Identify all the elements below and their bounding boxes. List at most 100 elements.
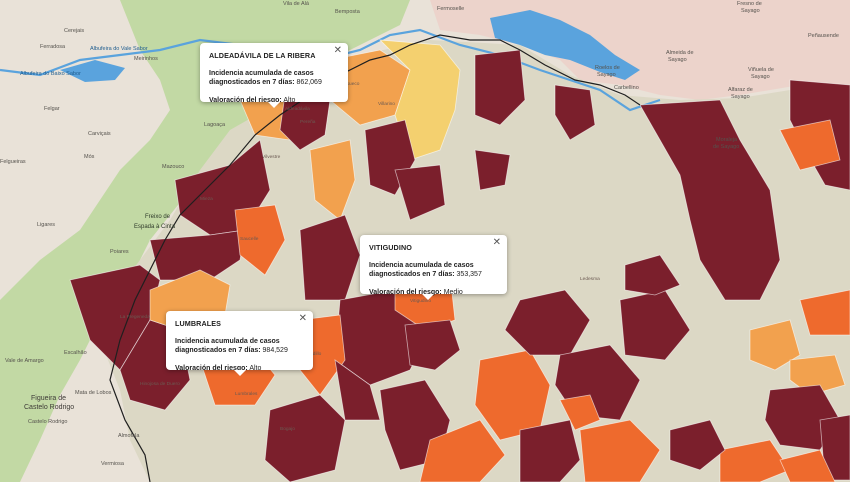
place-label: Sayago — [597, 72, 616, 78]
risk-value: Alto — [249, 364, 262, 372]
muni-southeast-8[interactable] — [519, 419, 581, 482]
muni-peralejos[interactable] — [394, 164, 446, 221]
place-label: Sayago — [731, 94, 750, 100]
muni-east-9[interactable] — [779, 449, 836, 482]
muni-corporario[interactable] — [309, 139, 356, 221]
douro-river — [0, 28, 661, 112]
place-label: Poiares — [110, 249, 129, 255]
place-label: de Sayago — [713, 144, 739, 150]
incidence-value: 353,357 — [456, 271, 482, 279]
place-label: Ferradosa — [40, 44, 66, 50]
popup-risk: Valoración del riesgo: Alto — [209, 96, 338, 105]
muni-label: Vitigudino — [410, 298, 431, 304]
place-label: Escalhão — [64, 350, 87, 356]
place-label: Figueira de — [31, 395, 66, 402]
incidence-value: 984,529 — [262, 347, 288, 355]
place-label: Castelo Rodrigo — [28, 419, 67, 425]
popup-incidence: Incidencia acumulada de casos diagnostic… — [175, 337, 303, 356]
muni-label: Masueco — [340, 81, 360, 87]
risk-label: Valoración del riesgo: — [175, 364, 248, 372]
muni-label: Pereña — [300, 119, 316, 125]
muni-label: Ledesma — [580, 276, 600, 282]
place-label: Alfaraz de — [728, 87, 753, 93]
reservoir-west — [60, 60, 125, 82]
incidence-value: 862,069 — [296, 79, 322, 87]
place-label: Mazouco — [162, 164, 184, 170]
popup-title: VITIGUDINO — [369, 243, 412, 252]
muni-label: Hinojosa de Duero — [140, 381, 180, 387]
place-label: Mós — [84, 154, 95, 160]
place-label: Fresno de — [737, 1, 762, 7]
incidence-label: Incidencia acumulada de casos diagnostic… — [209, 69, 314, 87]
muni-south-2[interactable] — [334, 359, 381, 421]
risk-label: Valoración del riesgo: — [369, 288, 442, 296]
place-label: Moraleja — [716, 137, 738, 143]
muni-southeast-5[interactable] — [624, 254, 681, 296]
popup-risk: Valoración del riesgo: Medio — [369, 288, 497, 297]
muni-east-2[interactable] — [779, 119, 841, 171]
popup-vitigudino: ✕ VITIGUDINO Incidencia acumulada de cas… — [360, 235, 507, 300]
muni-bermellar[interactable] — [234, 204, 286, 276]
place-label: Lagoaça — [204, 122, 226, 128]
incidence-label: Incidencia acumulada de casos diagnostic… — [369, 261, 474, 279]
popup-aldeadavila: ✕ ALDEADÁVILA DE LA RIBERA Incidencia ac… — [200, 43, 348, 108]
muni-east-4[interactable] — [799, 289, 850, 336]
popup-incidence: Incidencia acumulada de casos diagnostic… — [209, 69, 338, 88]
risk-label: Valoración del riesgo: — [209, 96, 282, 104]
place-label: Ligares — [37, 222, 55, 228]
place-label: Vale de Amargo — [5, 358, 44, 364]
muni-east-3[interactable] — [749, 319, 801, 371]
muni-label: Saucelle — [240, 236, 259, 242]
place-label: Roelos de — [595, 65, 620, 71]
muni-zamora-strip-2[interactable] — [554, 84, 596, 141]
muni-label: Lumbrales — [235, 391, 258, 397]
place-label: Almeida de — [666, 50, 694, 56]
muni-label: Mieza — [200, 196, 213, 202]
muni-east-10[interactable] — [669, 419, 726, 471]
muni-east-7[interactable] — [719, 439, 791, 482]
place-label: Sayago — [668, 57, 687, 63]
place-label: Sayago — [751, 74, 770, 80]
risk-value: Alto — [283, 96, 296, 104]
muni-south-4[interactable] — [419, 419, 506, 482]
muni-center-3[interactable] — [404, 319, 461, 371]
popup-title: LUMBRALES — [175, 319, 222, 328]
place-label: Viñuela de — [748, 67, 774, 73]
muni-zamora-big[interactable] — [639, 99, 781, 301]
place-label: Felgueiras — [0, 159, 26, 165]
muni-label: La Fregeneda — [120, 314, 150, 320]
muni-east-5[interactable] — [789, 354, 846, 396]
muni-southeast-7[interactable] — [579, 419, 661, 482]
place-label: Bemposta — [335, 9, 361, 15]
close-icon[interactable]: ✕ — [298, 313, 307, 324]
place-label: Vila de Alá — [283, 1, 310, 7]
muni-brincones[interactable] — [474, 149, 511, 191]
muni-label: Aldeadávila — [285, 106, 310, 112]
incidence-label: Incidencia acumulada de casos diagnostic… — [175, 337, 280, 355]
muni-label: Vilvestre — [262, 154, 281, 160]
muni-zamora-strip-1[interactable] — [474, 49, 526, 126]
close-icon[interactable]: ✕ — [492, 237, 501, 248]
place-label: Felgar — [44, 106, 60, 112]
place-label: Peñausende — [808, 33, 839, 39]
almendra-reservoir — [490, 10, 640, 80]
place-label: Carbellino — [614, 85, 639, 91]
muni-label: Villarino — [378, 101, 395, 107]
place-label: Meirinhos — [134, 56, 158, 62]
place-label: Fermoselle — [437, 6, 464, 12]
place-label: Sayago — [741, 8, 760, 14]
place-label: Vermiosa — [101, 461, 125, 467]
place-label-freixo: Freixo de — [145, 214, 171, 220]
place-label: Cerejais — [64, 28, 84, 34]
close-icon[interactable]: ✕ — [333, 45, 342, 56]
popup-risk: Valoración del riesgo: Alto — [175, 364, 303, 373]
popup-incidence: Incidencia acumulada de casos diagnostic… — [369, 261, 497, 280]
place-label: Carviçais — [88, 131, 111, 137]
water-label: Albufeira do Baixo Sabor — [20, 71, 81, 77]
place-label-freixo: Espada à Cinta — [134, 224, 176, 230]
risk-value: Medio — [443, 288, 463, 296]
place-label: Mata de Lobos — [75, 390, 112, 396]
muni-south-1[interactable] — [264, 394, 346, 482]
muni-center-1[interactable] — [299, 214, 361, 301]
place-label: Almofala — [118, 433, 140, 439]
